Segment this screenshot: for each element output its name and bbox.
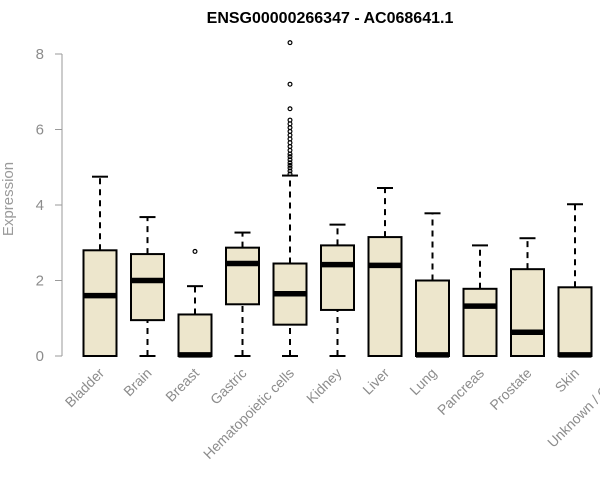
box-brain [130,216,165,357]
box-gastric [225,231,260,357]
outlier-point [287,157,293,163]
iqr-box [462,287,498,357]
x-tick-label: Gastric [207,365,250,408]
x-tick-label: Skin [552,365,583,396]
chart-title: ENSG00000266347 - AC068641.1 [207,10,454,27]
outlier-point [192,248,198,254]
outlier-point [287,106,293,112]
outlier-point [287,162,293,168]
iqr-box [177,313,213,358]
outlier-point [287,81,293,87]
iqr-box [367,236,403,357]
x-tick-label: Hematopoietic cells [200,365,297,462]
box-bladder [82,175,118,357]
box-breast [177,248,213,358]
x-tick-label: Kidney [303,365,345,407]
y-tick-label: 2 [36,273,44,290]
boxes-group [82,40,593,358]
iqr-box [510,268,545,357]
y-axis: 0 2 4 6 8 [36,46,63,365]
outlier-point [287,154,293,160]
box-prostate [510,237,545,357]
outlier-point [287,160,293,166]
x-tick-label: Lung [406,365,439,398]
box-liver [367,187,403,357]
iqr-box [225,246,260,306]
outlier-point [287,165,293,171]
box-skin [557,203,593,358]
outlier-point [287,168,293,174]
iqr-box [320,244,355,311]
iqr-box [82,249,118,357]
box-hematopoietic-cells [272,40,308,357]
x-tick-label: Brain [120,365,154,399]
y-tick-label: 4 [36,197,44,214]
x-tick-label: Bladder [62,365,108,411]
box-pancreas [462,244,498,357]
iqr-box [557,286,593,358]
y-tick-label: 0 [36,348,44,365]
iqr-box [130,253,165,322]
y-tick-label: 8 [36,46,44,63]
x-tick-label: Breast [162,365,202,405]
outlier-point [287,171,293,177]
y-axis-label: Expression [0,162,17,236]
y-tick-label: 6 [36,122,44,139]
iqr-box [415,279,450,357]
box-lung [415,212,450,358]
x-tick-label: Prostate [486,365,534,413]
outlier-point [287,40,293,46]
x-tick-label: Liver [359,365,392,398]
outlier-point [287,117,293,123]
box-kidney [320,223,355,357]
x-tick-label: Pancreas [434,365,487,418]
